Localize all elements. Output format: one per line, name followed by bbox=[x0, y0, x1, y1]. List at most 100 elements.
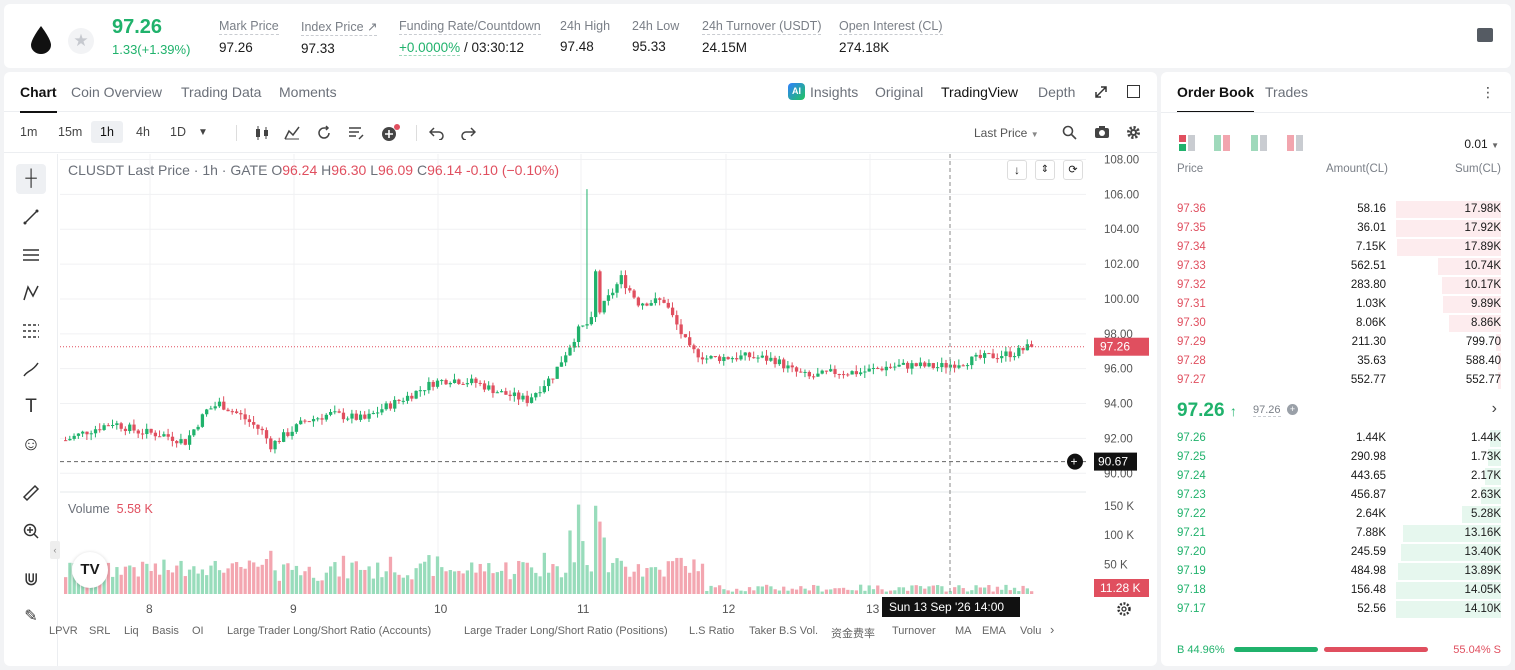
price-chart[interactable]: 8 9 10 11 12 13 + Sun 13 Sep '26 14:00 bbox=[60, 154, 1086, 634]
tf-4h[interactable]: 4h bbox=[136, 125, 150, 139]
chevron-down-icon[interactable]: ▼ bbox=[198, 127, 208, 138]
bid-row[interactable]: 97.20 245.59 13.40K bbox=[1161, 543, 1511, 562]
collapse-toolbar-icon[interactable]: ‹ bbox=[50, 541, 60, 559]
tab-trading-data[interactable]: Trading Data bbox=[181, 84, 262, 100]
candles-icon[interactable] bbox=[254, 126, 270, 140]
volume-bar bbox=[239, 566, 243, 594]
ask-row[interactable]: 97.35 36.01 17.92K bbox=[1161, 219, 1511, 238]
more-menu-icon[interactable]: ⋮ bbox=[1481, 84, 1495, 100]
indicator-item[interactable]: Large Trader Long/Short Ratio (Positions… bbox=[464, 625, 668, 637]
redo-icon[interactable] bbox=[460, 126, 476, 140]
indicator-item[interactable]: OI bbox=[192, 625, 204, 637]
pencil-icon[interactable]: ✎ bbox=[24, 608, 38, 625]
collapse-icon[interactable]: ⇕ bbox=[1035, 160, 1055, 180]
text-tool-icon[interactable]: T bbox=[25, 396, 37, 417]
tab-coin-overview[interactable]: Coin Overview bbox=[71, 84, 163, 100]
parallel-lines-icon[interactable] bbox=[16, 240, 46, 270]
brush-icon[interactable] bbox=[16, 354, 46, 384]
replay-icon[interactable] bbox=[316, 125, 332, 141]
templates-icon[interactable] bbox=[348, 126, 364, 140]
tf-1d[interactable]: 1D bbox=[170, 125, 186, 139]
crosshair-icon[interactable]: ┼ bbox=[16, 164, 46, 194]
book-asks-icon[interactable] bbox=[1287, 135, 1303, 151]
tab-chart[interactable]: Chart bbox=[20, 84, 57, 113]
candle-body bbox=[93, 429, 98, 434]
chart-settings-icon[interactable] bbox=[1116, 601, 1132, 617]
volume-bar bbox=[756, 586, 760, 594]
emoji-icon[interactable]: ☺ bbox=[21, 434, 41, 455]
fullscreen-icon[interactable] bbox=[1127, 85, 1140, 98]
search-icon[interactable] bbox=[1062, 125, 1077, 140]
settings-gear-icon[interactable] bbox=[1126, 125, 1141, 140]
pattern-icon[interactable] bbox=[16, 278, 46, 308]
chevron-right-icon[interactable]: › bbox=[1491, 400, 1497, 417]
indicator-item[interactable]: Basis bbox=[152, 625, 179, 637]
add-order-icon[interactable] bbox=[1067, 453, 1083, 470]
ask-row[interactable]: 97.34 7.15K 17.89K bbox=[1161, 238, 1511, 257]
zoom-in-icon[interactable] bbox=[16, 516, 46, 546]
chevron-right-icon[interactable]: › bbox=[1050, 622, 1055, 637]
ruler-icon[interactable] bbox=[16, 478, 46, 508]
ask-row[interactable]: 97.32 283.80 10.17K bbox=[1161, 276, 1511, 295]
price-axis[interactable]: 108.00106.00104.00102.00100.0098.0096.00… bbox=[1088, 154, 1157, 634]
bid-row[interactable]: 97.18 156.48 14.05K bbox=[1161, 581, 1511, 600]
ask-row[interactable]: 97.28 35.63 588.40 bbox=[1161, 352, 1511, 371]
undo-icon[interactable] bbox=[429, 126, 445, 140]
view-insights[interactable]: Insights bbox=[810, 84, 859, 100]
precision-select[interactable]: 0.01 ▼ bbox=[1464, 137, 1499, 151]
favorite-star-icon[interactable]: ★ bbox=[68, 28, 94, 54]
tf-1m[interactable]: 1m bbox=[20, 125, 38, 139]
book-both-icon[interactable] bbox=[1179, 135, 1195, 151]
stat-index-price[interactable]: Index Price ↗ 97.33 bbox=[301, 19, 378, 56]
trend-line-icon[interactable] bbox=[16, 202, 46, 232]
indicator-item[interactable]: MA bbox=[955, 625, 972, 637]
view-original[interactable]: Original bbox=[875, 84, 924, 100]
bid-row[interactable]: 97.24 443.65 2.17K bbox=[1161, 467, 1511, 486]
tab-trades[interactable]: Trades bbox=[1265, 84, 1309, 100]
tab-order-book[interactable]: Order Book bbox=[1177, 84, 1255, 113]
fibonacci-icon[interactable] bbox=[16, 316, 46, 346]
indicator-item[interactable]: EMA bbox=[982, 625, 1006, 637]
book-split-icon[interactable] bbox=[1214, 135, 1230, 151]
tf-1h[interactable]: 1h bbox=[91, 121, 123, 143]
camera-icon[interactable] bbox=[1094, 125, 1110, 140]
indicator-item[interactable]: L.S Ratio bbox=[689, 625, 735, 637]
ask-row[interactable]: 97.27 552.77 552.77 bbox=[1161, 371, 1511, 390]
bid-row[interactable]: 97.26 1.44K 1.44K bbox=[1161, 429, 1511, 448]
view-depth[interactable]: Depth bbox=[1038, 84, 1076, 100]
indicator-item[interactable]: Large Trader Long/Short Ratio (Accounts) bbox=[227, 625, 432, 637]
bid-row[interactable]: 97.19 484.98 13.89K bbox=[1161, 562, 1511, 581]
bid-row[interactable]: 97.25 290.98 1.73K bbox=[1161, 448, 1511, 467]
add-alert-icon[interactable] bbox=[380, 123, 402, 143]
ask-row[interactable]: 97.31 1.03K 9.89K bbox=[1161, 295, 1511, 314]
indicator-item[interactable]: Taker B.S Vol. bbox=[749, 625, 819, 637]
book-bids-icon[interactable] bbox=[1251, 135, 1267, 151]
reset-icon[interactable]: ⟳ bbox=[1063, 160, 1083, 180]
scroll-down-icon[interactable]: ↓ bbox=[1007, 160, 1027, 180]
bid-row[interactable]: 97.23 456.87 2.63K bbox=[1161, 486, 1511, 505]
bid-row[interactable]: 97.21 7.88K 13.16K bbox=[1161, 524, 1511, 543]
ask-row[interactable]: 97.36 58.16 17.98K bbox=[1161, 200, 1511, 219]
ask-row[interactable]: 97.29 211.30 799.70 bbox=[1161, 333, 1511, 352]
book-icon[interactable] bbox=[1477, 28, 1493, 42]
bid-row[interactable]: 97.22 2.64K 5.28K bbox=[1161, 505, 1511, 524]
tf-15m[interactable]: 15m bbox=[58, 125, 83, 139]
magnet-icon[interactable]: ⋓ bbox=[23, 569, 39, 589]
indicator-item[interactable]: Volu bbox=[1020, 625, 1042, 637]
info-icon[interactable]: + bbox=[1287, 404, 1298, 415]
bid-row[interactable]: 97.17 52.56 14.10K bbox=[1161, 600, 1511, 619]
price-source-select[interactable]: Last Price ▼ bbox=[974, 126, 1039, 140]
ask-row[interactable]: 97.30 8.06K 8.86K bbox=[1161, 314, 1511, 333]
indicators-icon[interactable] bbox=[284, 126, 300, 140]
indicator-item[interactable]: 资金费率 bbox=[831, 628, 875, 640]
candle-body bbox=[64, 440, 68, 442]
tab-moments[interactable]: Moments bbox=[279, 84, 337, 100]
indicator-item[interactable]: Liq bbox=[124, 625, 139, 637]
ask-row[interactable]: 97.33 562.51 10.74K bbox=[1161, 257, 1511, 276]
view-tradingview[interactable]: TradingView bbox=[941, 84, 1019, 100]
legend-close: 96.14 bbox=[427, 162, 463, 178]
indicator-item[interactable]: SRL bbox=[89, 625, 111, 637]
indicator-item[interactable]: Turnover bbox=[892, 625, 936, 637]
expand-icon[interactable] bbox=[1094, 85, 1108, 99]
indicator-item[interactable]: LPVR bbox=[49, 625, 78, 637]
